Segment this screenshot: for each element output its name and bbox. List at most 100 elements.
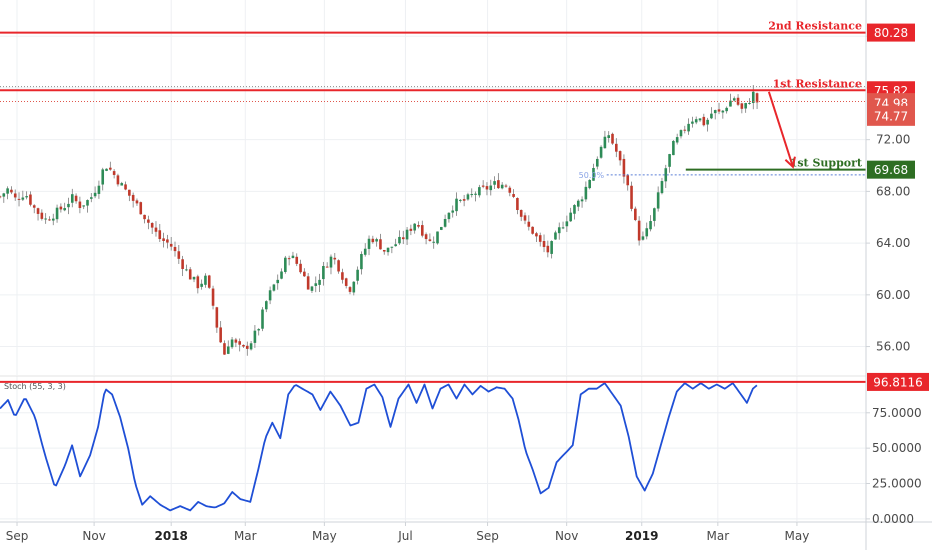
candle-up xyxy=(592,167,595,181)
time-tick-label-8: 2019 xyxy=(625,529,658,543)
time-tick-label-4: May xyxy=(312,529,337,543)
price-tick-label-5: 60.00 xyxy=(876,288,910,302)
osc-tick-label-2: 25.0000 xyxy=(872,477,922,491)
candle-down xyxy=(303,271,306,277)
candle-up xyxy=(557,227,561,234)
candle-up xyxy=(6,188,9,194)
candle-up xyxy=(576,200,580,207)
candle-up xyxy=(732,98,736,101)
candle-up xyxy=(751,91,755,104)
level-badge-0 xyxy=(867,23,915,42)
candle-down xyxy=(211,288,215,306)
time-tick-label-9: Mar xyxy=(707,529,730,543)
candle-down xyxy=(299,263,302,273)
candle-down xyxy=(523,215,527,221)
candle-up xyxy=(466,194,470,200)
candle-down xyxy=(295,256,299,264)
candle-up xyxy=(284,257,287,272)
candle-up xyxy=(360,253,363,270)
candle-up xyxy=(687,123,690,132)
candle-down xyxy=(538,235,542,242)
candle-down xyxy=(626,175,630,186)
candle-up xyxy=(443,219,447,227)
candle-up xyxy=(447,212,451,220)
stoch-level-badge-text: 96.8116 xyxy=(873,375,923,389)
time-tick-label-5: Jul xyxy=(397,529,412,543)
candle-down xyxy=(143,214,146,220)
candle-down xyxy=(481,185,485,187)
candle-down xyxy=(36,208,40,214)
candle-down xyxy=(622,158,626,177)
stoch-title: Stoch (55, 3, 3) xyxy=(4,382,66,391)
candle-up xyxy=(653,208,656,221)
candle-up xyxy=(691,121,694,124)
candle-down xyxy=(702,116,706,126)
time-tick-label-6: Sep xyxy=(476,529,499,543)
candle-down xyxy=(504,185,508,187)
candle-down xyxy=(242,344,245,347)
candle-down xyxy=(379,239,382,250)
candle-up xyxy=(257,329,260,331)
candle-up xyxy=(390,246,394,248)
candle-up xyxy=(710,113,713,119)
candle-down xyxy=(611,133,614,144)
candle-up xyxy=(455,198,458,212)
candle-down xyxy=(401,237,405,240)
candle-up xyxy=(291,255,295,259)
candle-up xyxy=(660,181,664,194)
candle-up xyxy=(375,239,378,242)
candle-down xyxy=(382,249,386,252)
candle-down xyxy=(618,151,622,161)
candle-up xyxy=(580,199,584,202)
time-tick-label-7: Nov xyxy=(555,529,578,543)
candle-down xyxy=(535,233,538,237)
candle-down xyxy=(17,198,21,200)
candle-up xyxy=(550,241,553,254)
price-tick-label-4: 64.00 xyxy=(876,236,910,250)
candle-down xyxy=(755,93,759,103)
candle-down xyxy=(634,208,637,221)
candle-up xyxy=(261,309,264,329)
candle-down xyxy=(40,212,44,219)
candle-down xyxy=(542,241,546,248)
candle-up xyxy=(744,103,747,109)
candle-up xyxy=(44,218,47,220)
candle-up xyxy=(675,137,679,143)
candle-down xyxy=(116,175,120,185)
candle-up xyxy=(82,205,85,207)
osc-tick-label-0: 75.0000 xyxy=(872,406,922,420)
candle-down xyxy=(462,199,466,201)
candle-up xyxy=(86,200,89,206)
candle-down xyxy=(424,234,428,240)
level-badge-2 xyxy=(867,160,915,179)
time-tick-label-10: May xyxy=(785,529,810,543)
candle-up xyxy=(200,283,203,287)
candle-up xyxy=(25,196,28,198)
candle-down xyxy=(128,189,131,196)
candle-up xyxy=(565,221,569,227)
candle-up xyxy=(668,154,671,167)
candle-up xyxy=(641,236,645,240)
candle-down xyxy=(287,258,291,260)
candle-down xyxy=(196,276,200,289)
candle-down xyxy=(337,260,340,272)
level-badge-text-2: 69.68 xyxy=(874,163,908,177)
candle-up xyxy=(356,269,359,281)
candle-up xyxy=(230,339,234,348)
candle-down xyxy=(223,343,226,355)
stoch-line xyxy=(0,382,758,512)
candle-down xyxy=(166,239,169,243)
candle-up xyxy=(451,210,455,213)
candle-down xyxy=(135,200,139,204)
candle-up xyxy=(55,207,59,220)
candle-up xyxy=(706,119,709,125)
candle-up xyxy=(561,227,565,229)
candle-up xyxy=(748,102,751,104)
candle-up xyxy=(569,212,572,222)
candle-down xyxy=(245,345,249,349)
candle-down xyxy=(131,194,135,201)
candle-up xyxy=(649,221,652,230)
candle-down xyxy=(485,186,489,190)
candle-down xyxy=(124,184,127,190)
